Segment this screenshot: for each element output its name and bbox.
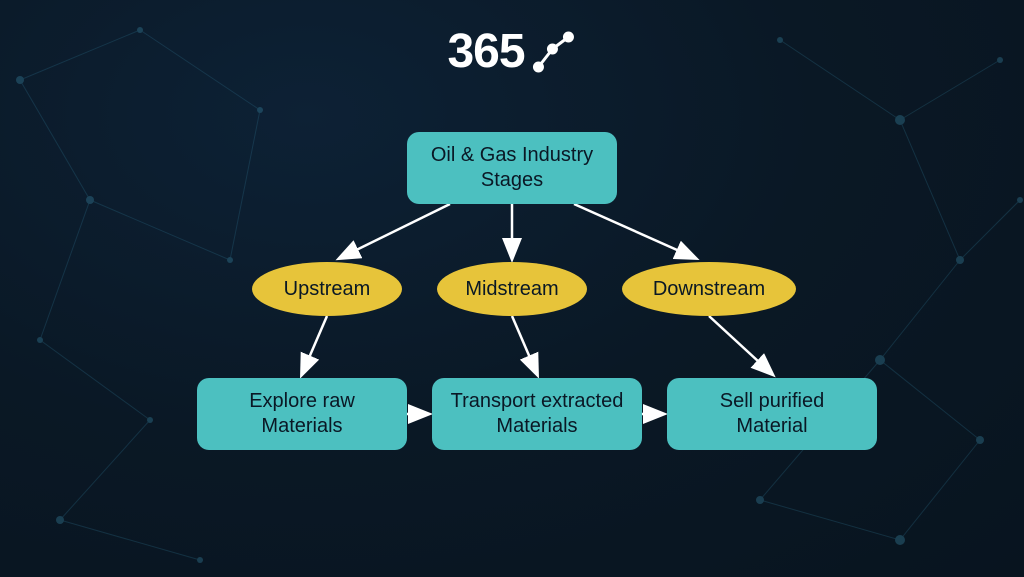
industry-stages-diagram: Oil & Gas IndustryStages Upstream Midstrea… xyxy=(0,0,1024,577)
node-label: Upstream xyxy=(284,278,371,301)
edge-upstream-to-explore xyxy=(302,316,327,374)
node-label: Sell purifiedMaterial xyxy=(720,389,825,439)
node-label: Midstream xyxy=(465,278,558,301)
edge-midstream-to-transport xyxy=(512,316,537,374)
node-midstream: Midstream xyxy=(437,262,587,316)
node-label: Oil & Gas IndustryStages xyxy=(431,143,593,193)
node-root: Oil & Gas IndustryStages xyxy=(407,132,617,204)
node-label: Explore rawMaterials xyxy=(249,389,355,439)
node-downstream: Downstream xyxy=(622,262,796,316)
node-explore: Explore rawMaterials xyxy=(197,378,407,450)
edge-downstream-to-sell xyxy=(709,316,772,374)
node-transport: Transport extractedMaterials xyxy=(432,378,642,450)
edge-root-to-downstream xyxy=(574,204,695,258)
edge-root-to-upstream xyxy=(340,204,450,258)
node-upstream: Upstream xyxy=(252,262,402,316)
node-sell: Sell purifiedMaterial xyxy=(667,378,877,450)
node-label: Downstream xyxy=(653,278,765,301)
node-label: Transport extractedMaterials xyxy=(451,389,624,439)
